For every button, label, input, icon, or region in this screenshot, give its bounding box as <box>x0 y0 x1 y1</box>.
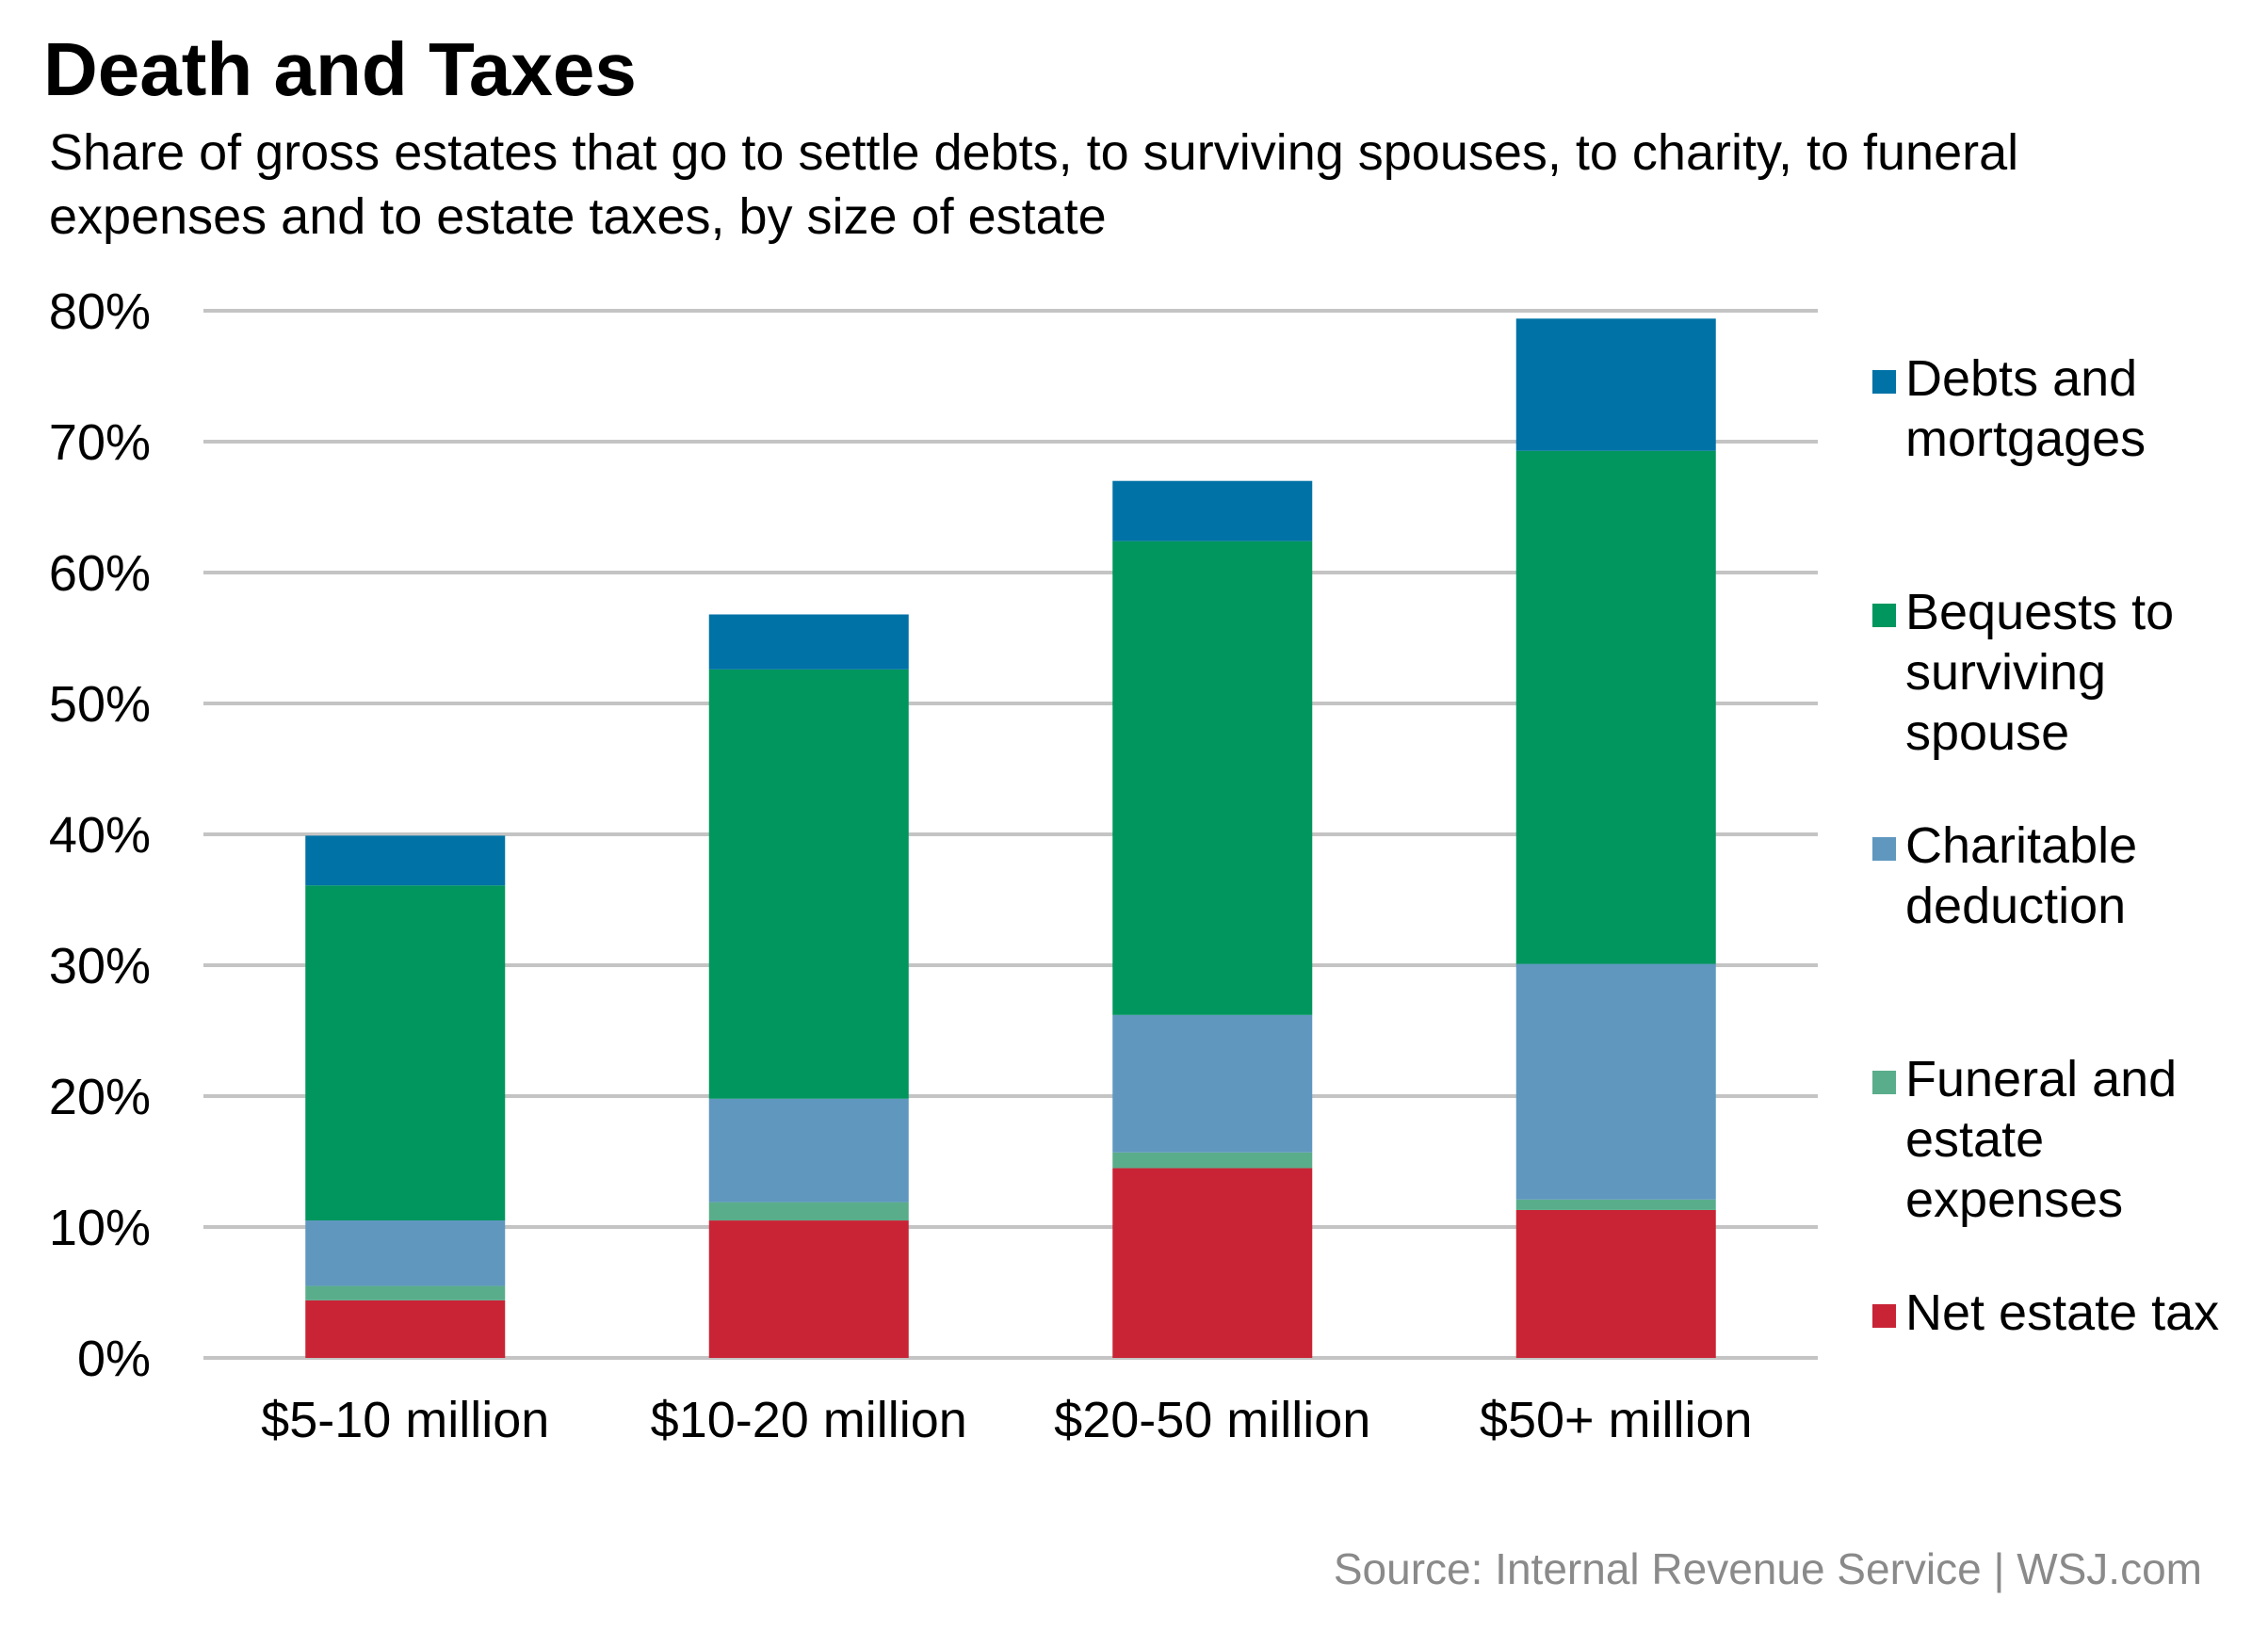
legend-label: Charitable deduction <box>1905 817 2138 934</box>
chart-subtitle: Share of gross estates that go to settle… <box>49 124 2019 245</box>
bar-segment-bequests-to-surviving-spouse-2 <box>1112 541 1313 1015</box>
bar-segment-net-estate-tax-3 <box>1515 1209 1716 1358</box>
y-tick-label: 0% <box>77 1331 151 1387</box>
legend-item: Bequests to surviving spouse <box>1872 582 2263 763</box>
bar-segment-charitable-deduction-2 <box>1112 1014 1313 1153</box>
y-tick-label: 20% <box>49 1069 151 1125</box>
legend-swatch <box>1872 370 1896 394</box>
y-tick-label: 30% <box>49 938 151 994</box>
x-tick-label: $5-10 million <box>261 1392 549 1448</box>
bar-segment-bequests-to-surviving-spouse-1 <box>708 669 909 1099</box>
y-tick-label: 50% <box>49 676 151 733</box>
legend-label: Net estate tax <box>1905 1284 2220 1341</box>
bar-segment-funeral-and-estate-expenses-2 <box>1112 1152 1313 1169</box>
y-tick-label: 40% <box>49 807 151 864</box>
bar-segment-debts-and-mortgages-0 <box>305 835 506 886</box>
bar-segment-net-estate-tax-2 <box>1112 1168 1313 1358</box>
legend-item: Charitable deduction <box>1872 816 2263 936</box>
bar-segment-net-estate-tax-1 <box>708 1220 909 1358</box>
legend-item: Net estate tax <box>1872 1283 2263 1343</box>
bar-segment-bequests-to-surviving-spouse-0 <box>305 885 506 1221</box>
bar-segment-funeral-and-estate-expenses-3 <box>1515 1199 1716 1210</box>
bar-segment-debts-and-mortgages-1 <box>708 614 909 670</box>
source-note: Source: Internal Revenue Service | WSJ.c… <box>1333 1544 2202 1593</box>
x-tick-label: $10-20 million <box>651 1392 967 1448</box>
legend-item: Debts and mortgages <box>1872 348 2263 469</box>
bar-segment-funeral-and-estate-expenses-1 <box>708 1202 909 1221</box>
legend-swatch <box>1872 604 1896 627</box>
y-tick-label: 60% <box>49 545 151 602</box>
chart-title: Death and Taxes <box>43 27 637 111</box>
axes: 0% 10% 20% 30% 40% 50% 60% 70% 80% $5-10 million $… <box>49 283 1753 1448</box>
bar-segment-charitable-deduction-3 <box>1515 963 1716 1200</box>
legend-label: Bequests to surviving spouse <box>1905 584 2175 761</box>
legend-swatch <box>1872 1304 1896 1328</box>
bar-segment-net-estate-tax-0 <box>305 1300 506 1358</box>
legend-label: Funeral and estate expenses <box>1905 1051 2178 1228</box>
legend: Debts and mortgages Bequests to surviving… <box>1872 348 2268 1365</box>
bar-segment-charitable-deduction-1 <box>708 1098 909 1203</box>
y-tick-label: 10% <box>49 1200 151 1256</box>
legend-label: Debts and mortgages <box>1905 350 2146 467</box>
x-tick-label: $50+ million <box>1480 1392 1753 1448</box>
legend-swatch <box>1872 1071 1896 1094</box>
legend-item: Funeral and estate expenses <box>1872 1049 2263 1230</box>
bars <box>305 318 1716 1358</box>
bar-segment-charitable-deduction-0 <box>305 1220 506 1286</box>
bar-segment-debts-and-mortgages-2 <box>1112 480 1313 541</box>
bar-segment-bequests-to-surviving-spouse-3 <box>1515 450 1716 964</box>
y-tick-label: 80% <box>49 283 151 340</box>
bar-segment-funeral-and-estate-expenses-0 <box>305 1285 506 1300</box>
bar-segment-debts-and-mortgages-3 <box>1515 318 1716 451</box>
y-tick-label: 70% <box>49 414 151 471</box>
legend-swatch <box>1872 837 1896 861</box>
x-tick-label: $20-50 million <box>1054 1392 1370 1448</box>
